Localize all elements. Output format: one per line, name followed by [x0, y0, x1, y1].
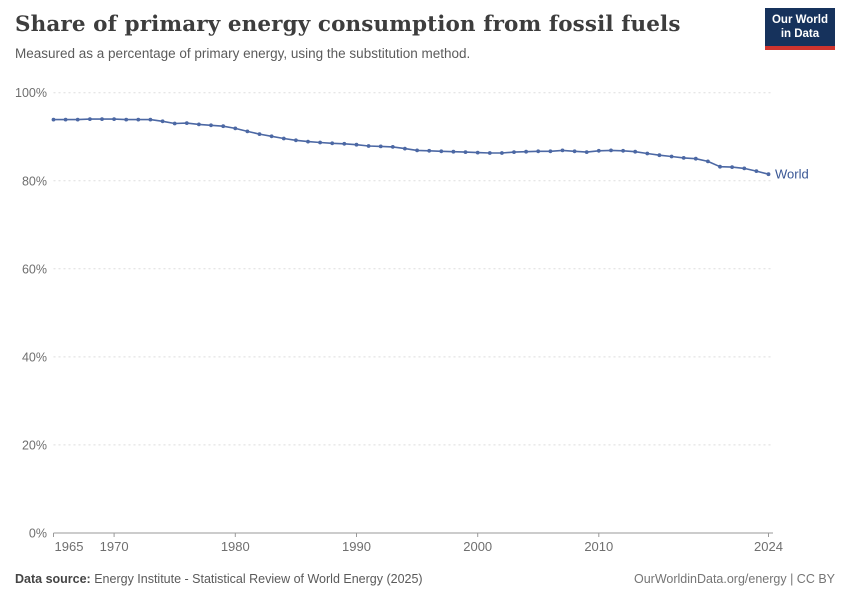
- data-point-2016[interactable]: [669, 154, 674, 159]
- x-tick-label-1980: 1980: [221, 539, 250, 554]
- data-point-1999[interactable]: [463, 150, 468, 155]
- data-point-1990[interactable]: [354, 142, 359, 147]
- data-point-1970[interactable]: [112, 117, 116, 121]
- data-point-2001[interactable]: [487, 151, 492, 155]
- data-point-2019[interactable]: [706, 159, 710, 164]
- data-point-1982[interactable]: [257, 132, 262, 137]
- data-point-1997[interactable]: [439, 149, 444, 154]
- owid-logo-line2: in Data: [780, 28, 820, 41]
- y-tick-label-20: 20%: [22, 438, 47, 452]
- data-point-1992[interactable]: [378, 144, 383, 149]
- owid-credit-link[interactable]: OurWorldinData.org/energy | CC BY: [633, 572, 835, 586]
- data-point-1987[interactable]: [318, 140, 322, 145]
- data-point-2004[interactable]: [524, 149, 528, 154]
- data-point-1966[interactable]: [63, 117, 68, 122]
- data-point-1968[interactable]: [88, 117, 92, 121]
- data-point-1975[interactable]: [172, 121, 177, 126]
- data-point-1965[interactable]: [51, 117, 56, 122]
- x-tick-label-2024: 2024: [754, 539, 783, 554]
- data-point-2009[interactable]: [584, 150, 589, 155]
- x-tick-label-2000: 2000: [463, 539, 492, 554]
- data-point-1967[interactable]: [75, 117, 80, 122]
- data-point-2008[interactable]: [572, 149, 577, 154]
- data-point-1995[interactable]: [415, 148, 419, 153]
- data-point-2007[interactable]: [560, 148, 565, 153]
- y-tick-label-0: 0%: [29, 527, 47, 541]
- data-point-1986[interactable]: [306, 139, 310, 144]
- data-point-1977[interactable]: [197, 122, 201, 127]
- data-point-2012[interactable]: [621, 148, 625, 153]
- data-point-2020[interactable]: [718, 164, 722, 169]
- data-point-2000[interactable]: [475, 150, 480, 155]
- chart-subtitle: Measured as a percentage of primary ener…: [15, 45, 471, 61]
- data-point-1985[interactable]: [294, 138, 298, 143]
- data-point-1981[interactable]: [245, 129, 250, 134]
- data-point-2017[interactable]: [681, 156, 686, 160]
- data-point-2021[interactable]: [730, 165, 734, 170]
- data-point-1983[interactable]: [269, 134, 274, 139]
- data-point-2010[interactable]: [596, 148, 601, 153]
- y-tick-label-60: 60%: [22, 262, 47, 276]
- data-point-1979[interactable]: [221, 124, 226, 129]
- data-point-2011[interactable]: [609, 148, 613, 153]
- data-point-2018[interactable]: [693, 156, 698, 161]
- data-point-1972[interactable]: [136, 117, 141, 122]
- data-point-2005[interactable]: [536, 149, 541, 154]
- owid-logo-line1: Our World: [771, 14, 828, 26]
- world-series-line[interactable]: [53, 118, 769, 175]
- x-tick-label-1965: 1965: [55, 539, 84, 554]
- data-point-1993[interactable]: [390, 145, 395, 149]
- owid-logo[interactable]: Our World in Data: [764, 8, 835, 50]
- data-point-1971[interactable]: [124, 117, 129, 122]
- data-point-2013[interactable]: [633, 149, 638, 154]
- chart-header: Share of primary energy consumption from…: [15, 12, 835, 61]
- data-source-label: Data source:: [15, 572, 91, 586]
- data-source-note: Data source: Energy Institute - Statisti…: [15, 572, 423, 586]
- data-point-1980[interactable]: [233, 126, 238, 131]
- x-tick-label-2010: 2010: [584, 539, 613, 554]
- data-source-text: Energy Institute - Statistical Review of…: [90, 572, 423, 586]
- data-point-1978[interactable]: [209, 123, 213, 128]
- data-point-1974[interactable]: [160, 119, 165, 124]
- data-point-2014[interactable]: [645, 151, 650, 156]
- data-point-1996[interactable]: [427, 148, 432, 153]
- data-point-1998[interactable]: [451, 149, 456, 154]
- data-point-1973[interactable]: [148, 117, 153, 122]
- y-tick-label-40: 40%: [22, 350, 47, 364]
- data-point-2006[interactable]: [548, 149, 553, 154]
- data-point-2003[interactable]: [512, 150, 516, 155]
- data-point-2002[interactable]: [500, 151, 504, 155]
- chart-footer: Data source: Energy Institute - Statisti…: [15, 572, 835, 586]
- x-tick-label-1970: 1970: [100, 539, 129, 554]
- data-point-2024[interactable]: [766, 172, 771, 177]
- data-point-1984[interactable]: [281, 136, 286, 141]
- data-point-1989[interactable]: [342, 141, 347, 146]
- y-tick-label-100: 100%: [15, 86, 47, 100]
- data-point-1994[interactable]: [403, 146, 407, 151]
- data-point-2023[interactable]: [754, 169, 759, 174]
- data-point-1976[interactable]: [184, 121, 189, 125]
- data-point-2015[interactable]: [657, 153, 662, 158]
- page-title: Share of primary energy consumption from…: [15, 12, 681, 37]
- data-point-1988[interactable]: [330, 141, 335, 146]
- x-tick-label-1990: 1990: [342, 539, 371, 554]
- world-series-label[interactable]: World: [775, 167, 809, 182]
- y-tick-label-80: 80%: [22, 174, 47, 188]
- data-point-1991[interactable]: [366, 144, 371, 148]
- data-point-1969[interactable]: [100, 117, 104, 121]
- data-point-2022[interactable]: [742, 166, 747, 171]
